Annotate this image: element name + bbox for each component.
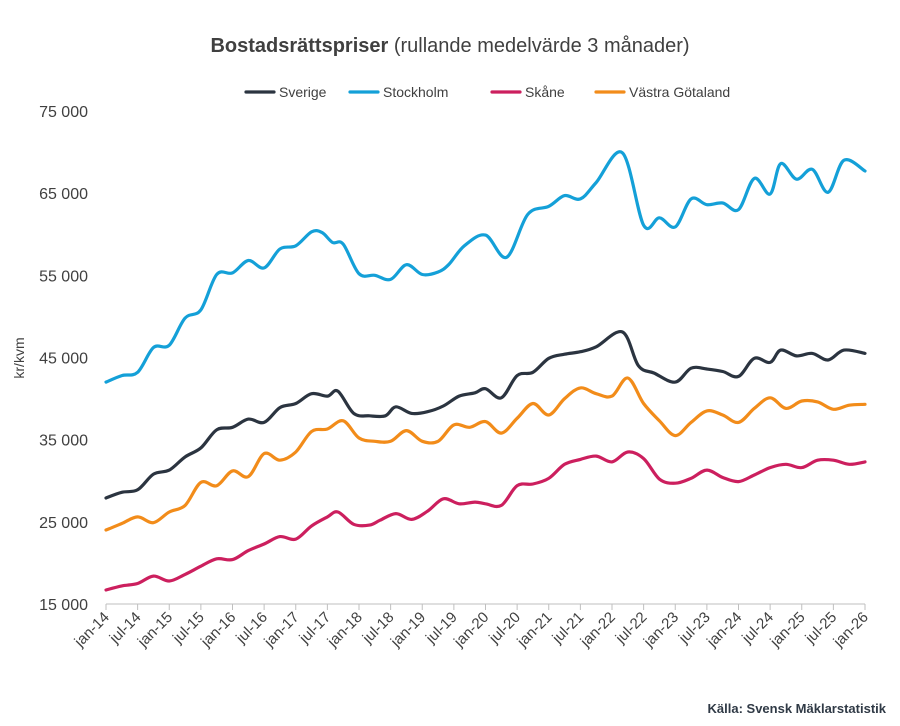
x-tick-label: jan-15 (134, 609, 176, 651)
y-tick-label: 25 000 (39, 515, 88, 532)
x-tick-label: jan-17 (260, 609, 302, 651)
legend-label: Skåne (525, 84, 565, 100)
y-tick-label: 15 000 (39, 597, 88, 614)
y-tick-label: 75 000 (39, 104, 88, 121)
plot-series (104, 150, 867, 592)
x-axis: jan-14jul-14jan-15jul-15jan-16jul-16jan-… (71, 603, 872, 651)
series-line-stockholm (104, 150, 867, 384)
x-tick-label: jan-18 (324, 609, 366, 651)
legend-label: Sverige (279, 84, 327, 100)
x-tick-label: jan-20 (450, 609, 492, 651)
y-tick-label: 45 000 (39, 351, 88, 368)
series-line-sk-ne (104, 450, 867, 592)
source-note: Källa: Svensk Mäklarstatistik (708, 701, 887, 716)
legend: Sverige Stockholm Skåne Västra Götaland (244, 84, 730, 100)
x-tick-label: jan-14 (71, 609, 113, 651)
chart-title: Bostadsrättspriser (rullande medelvärde … (210, 35, 689, 57)
chart-subtitle: (rullande medelvärde 3 månader) (388, 35, 689, 57)
x-tick-label: jan-25 (766, 609, 808, 651)
x-tick-label: jan-16 (197, 609, 239, 651)
series-line-v-stra-g-taland (104, 376, 867, 532)
y-axis-label: kr/kvm (11, 337, 27, 378)
x-tick-label: jan-26 (830, 609, 872, 651)
x-tick-label: jan-24 (703, 609, 745, 651)
series-line-sverige (104, 330, 867, 500)
y-axis: 15 000 25 000 35 000 45 000 55 000 65 000 75 0… (39, 104, 88, 614)
y-tick-label: 65 000 (39, 186, 88, 203)
y-tick-label: 35 000 (39, 433, 88, 450)
y-tick-label: 55 000 (39, 268, 88, 285)
chart-title-main: Bostadsrättspriser (210, 35, 388, 57)
x-tick-label: jan-22 (577, 609, 619, 651)
x-tick-label: jan-21 (513, 609, 555, 651)
legend-label: Västra Götaland (629, 84, 730, 100)
x-tick-label: jan-19 (387, 609, 429, 651)
legend-label: Stockholm (383, 84, 448, 100)
x-tick-label: jan-23 (640, 609, 682, 651)
